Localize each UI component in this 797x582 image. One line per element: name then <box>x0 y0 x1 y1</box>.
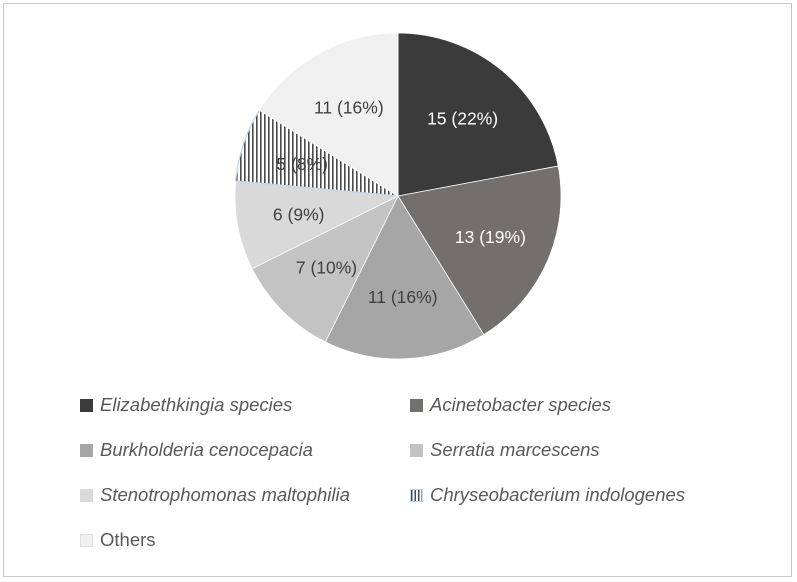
pie-slices <box>234 32 562 360</box>
data-label-burkholderia-cenocepacia: 11 (16%) <box>368 287 438 307</box>
data-label-stenotrophomonas-maltophilia: 6 (9%) <box>273 205 325 225</box>
legend-item-serratia-marcescens: Serratia marcescens <box>410 438 600 462</box>
pie-chart: 15 (22%) 13 (19%) 11 (16%) 7 (10%) 6 (9%) 5 (… <box>234 32 562 360</box>
legend-label: Elizabethkingia species <box>100 394 293 415</box>
legend-item-acinetobacter-species: Acinetobacter species <box>410 393 611 417</box>
pie-labels: 15 (22%) 13 (19%) 11 (16%) 7 (10%) 6 (9%) 5 (… <box>273 98 526 307</box>
pie-slice-stenotrophomonas-maltophilia <box>234 180 400 270</box>
legend-label: Serratia marcescens <box>430 439 600 460</box>
data-label-serratia-marcescens: 7 (10%) <box>296 258 357 278</box>
legend-item-stenotrophomonas-maltophilia: Stenotrophomonas maltophilia <box>80 483 350 507</box>
legend-swatch <box>410 443 423 457</box>
legend-item-others: Others <box>80 528 156 552</box>
pie-slice-acinetobacter-species <box>397 165 562 336</box>
data-label-others: 11 (16%) <box>314 98 384 118</box>
legend-item-elizabethkingia-species: Elizabethkingia species <box>80 393 292 417</box>
legend-swatch <box>80 398 93 412</box>
pie-slice-burkholderia-cenocepacia <box>324 195 485 360</box>
legend-swatch <box>410 398 423 412</box>
legend-swatch <box>80 443 93 457</box>
legend-swatch <box>80 488 93 502</box>
data-label-chryseobacterium-indologenes: 5 (8%) <box>276 154 328 174</box>
legend-label: Stenotrophomonas maltophilia <box>100 484 350 505</box>
legend-swatch <box>80 533 93 547</box>
legend-label: Others <box>100 529 156 550</box>
legend-swatch <box>410 488 423 502</box>
legend-label: Chryseobacterium indologenes <box>430 484 686 505</box>
data-label-elizabethkingia-species: 15 (22%) <box>427 108 498 128</box>
legend-label: Burkholderia cenocepacia <box>100 439 313 460</box>
pie-slice-elizabethkingia-species <box>397 32 559 197</box>
legend-item-burkholderia-cenocepacia: Burkholderia cenocepacia <box>80 438 313 462</box>
pie-slice-serratia-marcescens <box>251 195 399 343</box>
data-label-acinetobacter-species: 13 (19%) <box>455 227 526 247</box>
pie-slice-others <box>258 32 399 197</box>
legend-label: Acinetobacter species <box>430 394 611 415</box>
legend-item-chryseobacterium-indologenes: Chryseobacterium indologenes <box>410 483 685 507</box>
